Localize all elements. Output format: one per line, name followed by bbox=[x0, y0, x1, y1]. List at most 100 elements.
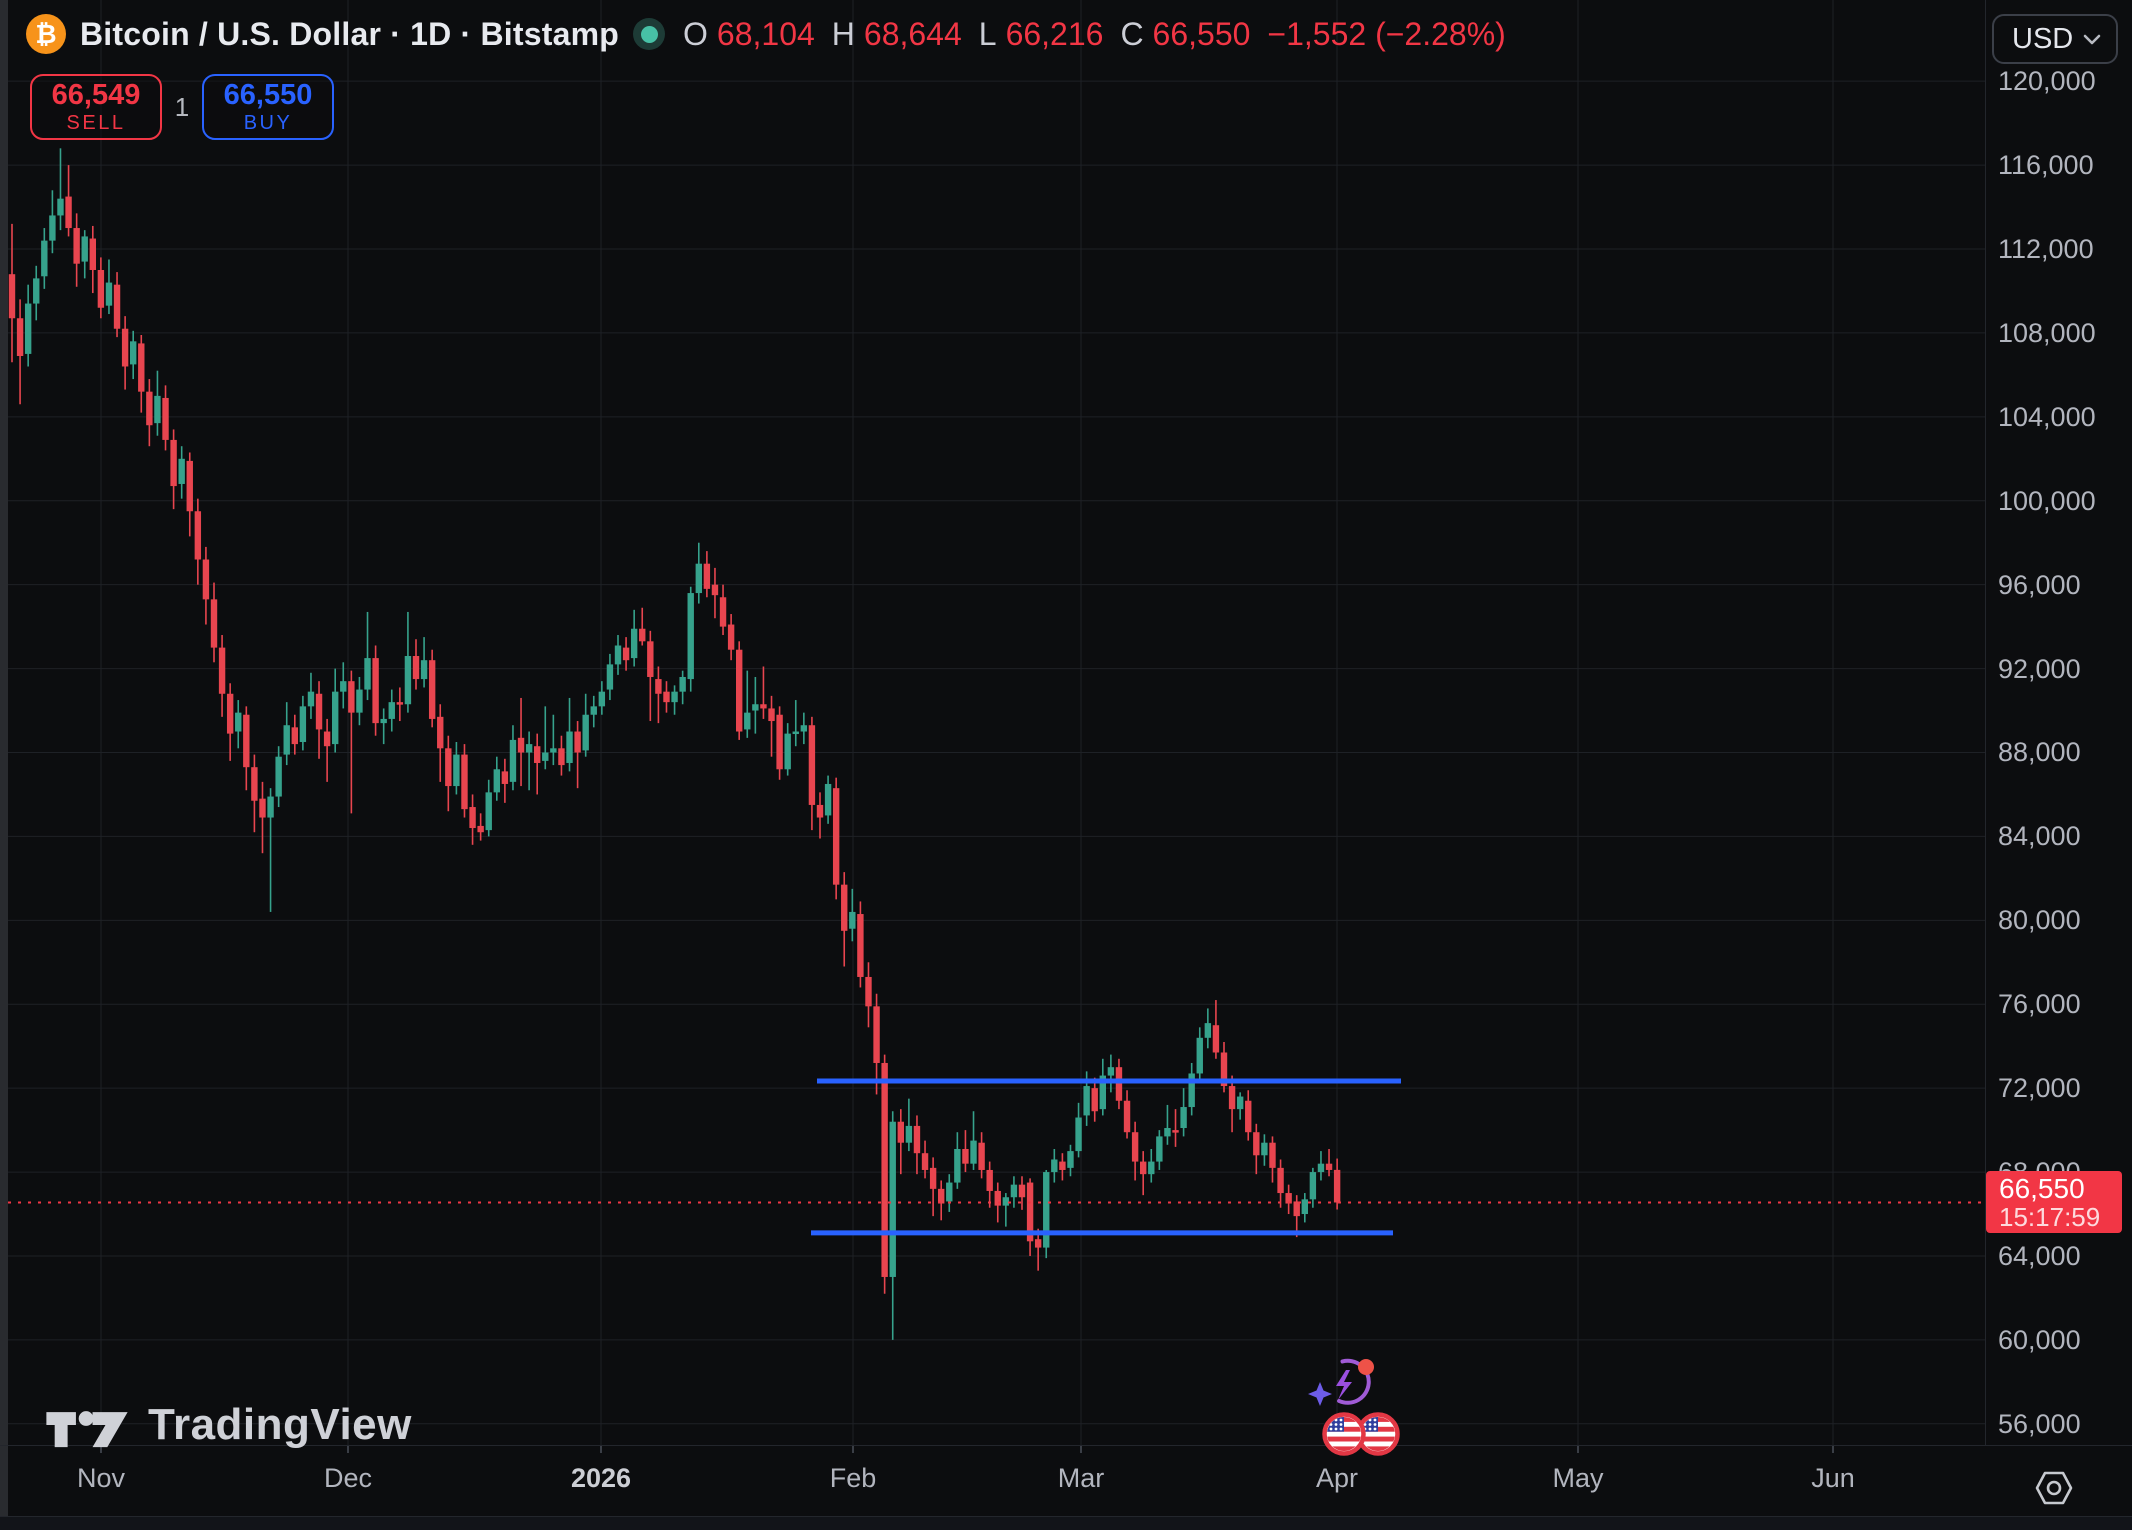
close-label: C bbox=[1120, 15, 1144, 52]
candle-body bbox=[186, 460, 193, 512]
candle-body bbox=[130, 341, 137, 365]
candle-body bbox=[170, 439, 177, 487]
candle-body bbox=[590, 706, 597, 715]
candle-body bbox=[1075, 1117, 1082, 1152]
candle-body bbox=[420, 660, 428, 680]
candle-body bbox=[639, 628, 646, 642]
candle-body bbox=[509, 739, 517, 782]
candle-body bbox=[865, 976, 872, 1007]
price-scale-label: 88,000 bbox=[1998, 737, 2081, 768]
candle-body bbox=[1123, 1100, 1131, 1133]
candle-body bbox=[57, 198, 64, 216]
buy-price: 66,550 bbox=[223, 78, 313, 111]
candle-body bbox=[1099, 1075, 1106, 1110]
candle-body bbox=[703, 563, 711, 589]
candle-body bbox=[73, 228, 80, 264]
price-scale-label: 104,000 bbox=[1998, 401, 2096, 432]
currency-selector[interactable]: USD bbox=[1992, 14, 2118, 64]
candle-body bbox=[1317, 1163, 1325, 1173]
candle-body bbox=[1277, 1167, 1284, 1194]
price-scale[interactable]: 120,000 116,000 112,000 108,000 104,000 100,0… bbox=[1998, 0, 2132, 1445]
candle-body bbox=[832, 788, 840, 885]
candle-body bbox=[1010, 1184, 1018, 1198]
candle-body bbox=[792, 731, 799, 735]
candle-body bbox=[453, 754, 460, 787]
time-scale-label: Jun bbox=[1811, 1463, 1855, 1493]
sell-button[interactable]: 66,549 SELL bbox=[30, 74, 162, 140]
candle-body bbox=[202, 559, 210, 600]
candle-body bbox=[162, 397, 169, 440]
candle-body bbox=[493, 769, 500, 793]
candle-body bbox=[929, 1167, 937, 1189]
candle-body bbox=[404, 655, 412, 705]
candle-body bbox=[752, 704, 759, 711]
candle-body bbox=[412, 655, 420, 680]
candle-body bbox=[606, 664, 614, 690]
time-scale-label: Nov bbox=[76, 1463, 125, 1493]
candle-body bbox=[1188, 1073, 1195, 1108]
candle-body bbox=[1293, 1201, 1300, 1217]
buy-label: BUY bbox=[243, 111, 293, 134]
candle-body bbox=[525, 744, 533, 753]
candle-body bbox=[913, 1125, 921, 1154]
candle-body bbox=[307, 691, 315, 707]
candle-body bbox=[461, 754, 468, 810]
price-scale-label: 120,000 bbox=[1998, 66, 2096, 97]
symbol-header: ₿ Bitcoin / U.S. Dollar · 1D · Bitstamp … bbox=[26, 14, 1506, 54]
candle-body bbox=[550, 748, 557, 753]
current-price-tag[interactable]: 66,550 15:17:59 bbox=[1986, 1171, 2122, 1234]
candle-body bbox=[1156, 1136, 1163, 1162]
candle-body bbox=[630, 628, 638, 659]
candle-body bbox=[501, 771, 509, 784]
candle-body bbox=[978, 1142, 985, 1170]
candle-body bbox=[954, 1148, 961, 1183]
trade-panel: 66,549 SELL 1 66,550 BUY bbox=[30, 74, 334, 140]
candle-body bbox=[178, 458, 185, 484]
candle-body bbox=[65, 196, 72, 229]
sell-price: 66,549 bbox=[51, 78, 141, 111]
time-scale-label: Mar bbox=[1057, 1463, 1105, 1493]
candle-body bbox=[33, 278, 40, 304]
candle-body bbox=[889, 1121, 896, 1277]
candle-body bbox=[574, 731, 581, 753]
candle-body bbox=[534, 746, 541, 763]
bitcoin-glyph: ₿ bbox=[35, 18, 57, 49]
tradingview-logo[interactable]: TradingView bbox=[44, 1400, 412, 1450]
candle-body bbox=[816, 804, 824, 818]
candle-body bbox=[663, 691, 670, 703]
candle-body bbox=[849, 911, 856, 929]
candle-body bbox=[428, 660, 436, 719]
candle-body bbox=[105, 282, 113, 306]
candle-body bbox=[671, 691, 678, 703]
candle-body bbox=[962, 1148, 969, 1164]
candle-body bbox=[1002, 1197, 1010, 1206]
candle-body bbox=[1325, 1163, 1333, 1170]
time-scale[interactable]: Nov Dec 2026 Feb Mar Apr May Jun bbox=[0, 1447, 1985, 1509]
candle-body bbox=[138, 343, 145, 392]
candle-body bbox=[146, 391, 153, 426]
market-status-icon[interactable] bbox=[633, 18, 666, 50]
candle-body bbox=[614, 645, 622, 665]
sell-label: SELL bbox=[66, 111, 126, 134]
scale-settings-gear-icon[interactable] bbox=[2034, 1470, 2074, 1511]
buy-button[interactable]: 66,550 BUY bbox=[202, 74, 334, 140]
candle-body bbox=[938, 1188, 945, 1204]
candle-body bbox=[1204, 1023, 1212, 1038]
candle-body bbox=[16, 318, 24, 357]
candle-body bbox=[800, 725, 808, 732]
candle-body bbox=[469, 807, 476, 829]
tradingview-mark-icon bbox=[46, 1411, 128, 1448]
symbol-title[interactable]: Bitcoin / U.S. Dollar · 1D · Bitstamp bbox=[80, 15, 620, 52]
time-scale-label: Apr bbox=[1315, 1463, 1359, 1493]
economic-events-us-flags-icon[interactable] bbox=[1320, 1410, 1404, 1463]
candle-body bbox=[1196, 1037, 1203, 1074]
candle-body bbox=[154, 395, 161, 424]
candle-body bbox=[364, 658, 371, 690]
price-axis-border bbox=[1985, 0, 1986, 1445]
candle-body bbox=[332, 691, 339, 745]
candle-body bbox=[1245, 1100, 1252, 1133]
ai-technicals-icon[interactable] bbox=[1306, 1354, 1376, 1421]
candle-body bbox=[897, 1121, 904, 1143]
candle-body bbox=[1051, 1159, 1058, 1173]
